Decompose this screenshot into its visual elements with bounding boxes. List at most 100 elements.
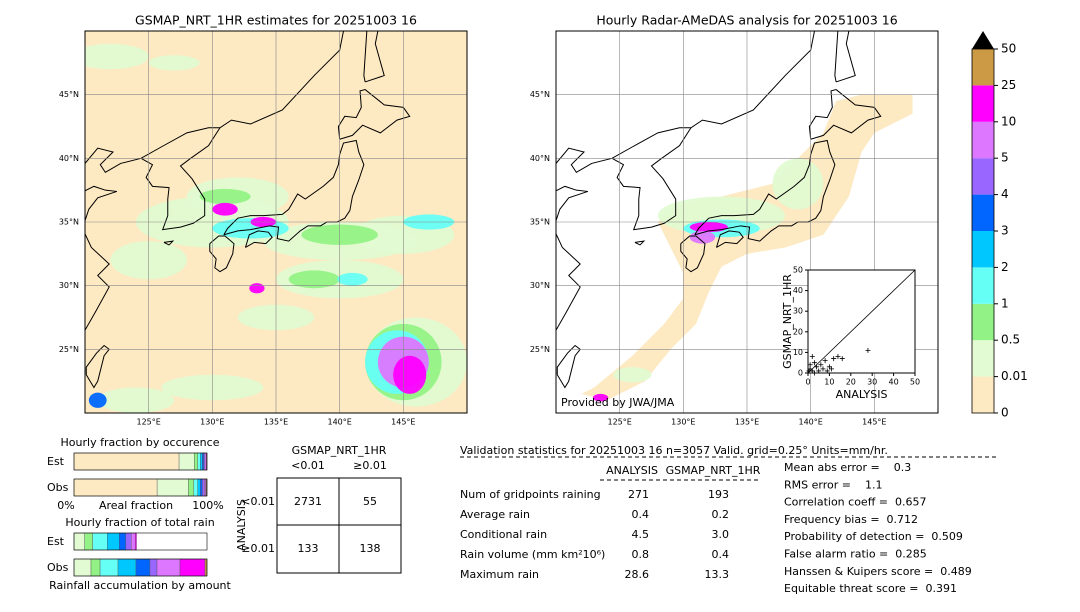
axis-label: 0% [57,499,74,512]
table-cell: 55 [363,495,377,508]
fraction-segment [73,532,85,551]
lon-tick-label: 140°E [799,418,823,427]
axis-label: Rainfall accumulation by amount [49,579,231,592]
score: Frequency bias = 0.712 [784,513,918,526]
score: Hanssen & Kuipers score = 0.489 [784,565,972,578]
rain-area [97,387,175,413]
colorbar-segment [972,231,994,268]
column-header: GSMAP_NRT_1HR [666,464,761,477]
coastline [834,31,856,83]
colorbar-label: 25 [1001,78,1016,92]
coastline [140,127,221,231]
fraction-segment [130,532,136,551]
bar-frame [73,558,208,577]
scatter-point [814,364,820,370]
lat-tick-label: 30°N [59,281,79,290]
coastline [209,235,235,273]
x-tick-label: 50 [910,378,920,387]
row-label: ≥0.01 [241,542,275,555]
lon-tick-label: 125°E [137,418,161,427]
stat-value: 28.6 [625,568,650,581]
row-label: Est [47,455,65,468]
stat-value: 0.4 [632,508,650,521]
colorbar-label: 5 [1001,151,1009,165]
colorbar-label: 50 [1001,42,1016,56]
axis-label: 100% [192,499,223,512]
rain-area [249,283,265,294]
y-tick-label: 0 [798,369,803,378]
coastline [715,230,744,248]
rain-area [592,393,609,402]
x-tick-label: 30 [867,378,877,387]
score: RMS error = 1.1 [784,478,882,491]
coastline [634,240,646,246]
score: Probability of detection = 0.509 [784,530,963,543]
scatter-point [816,368,822,374]
row-label: Obs [47,561,69,574]
stat-label: Maximum rain [460,568,539,581]
chart-title: Hourly fraction of total rain [65,516,214,529]
chart-title: Hourly fraction by occurence [61,436,220,449]
fraction-segment [202,478,205,497]
diagonal [807,269,916,374]
lon-tick-label: 140°E [328,418,352,427]
score: Correlation coeff = 0.657 [784,496,926,509]
y-tick-label: 30 [793,307,803,316]
map-title: Hourly Radar-AMeDAS analysis for 2025100… [596,13,897,28]
colorbar-label: 0.01 [1001,369,1028,383]
fraction-segment [73,478,158,497]
scatter-point [807,362,813,368]
coastline [244,230,273,248]
credit: Provided by JWA/JMA [561,396,675,409]
map-title: GSMAP_NRT_1HR estimates for 20251003 16 [135,13,417,28]
x-tick-label: 40 [889,378,899,387]
fraction-segment [197,478,201,497]
coastline [694,139,836,242]
score: Mean abs error = 0.3 [784,461,911,474]
coastline [337,89,411,140]
lon-tick-label: 145°E [391,418,415,427]
map-frame [555,30,939,414]
fraction-segment [149,558,158,577]
fraction-segment [193,478,198,497]
stat-label: Average rain [460,508,530,521]
lon-tick-label: 130°E [671,418,695,427]
colorbar-label: 2 [1001,260,1009,274]
col-label: <0.01 [291,459,325,472]
fraction-segment [179,558,206,577]
colorbar-label: 1 [1001,296,1009,310]
validation-header: Validation statistics for 20251003 16 n=… [460,444,888,457]
colorbar-segment [972,85,994,122]
fraction-segment [99,558,119,577]
fraction-segment [178,452,195,471]
bar-frame [73,532,208,551]
score: False alarm ratio = 0.285 [784,548,927,561]
lat-tick-label: 35°N [59,218,79,227]
colorbar-segment [972,376,994,413]
fraction-segment [134,532,137,551]
x-tick-label: 10 [824,378,834,387]
rain-area [212,202,238,216]
rain-area [613,367,652,383]
lon-tick-label: 135°E [735,418,759,427]
x-tick-label: 20 [846,378,856,387]
coastline [556,31,815,331]
scatter-point [822,358,828,364]
rain-area [199,188,251,205]
lat-tick-label: 30°N [530,281,550,290]
colorbar-segment [972,121,994,159]
colorbar-label: 4 [1001,187,1009,201]
fraction-segment [73,558,92,577]
lon-tick-label: 130°E [200,418,224,427]
colorbar-segment [972,158,994,195]
scatter-point [811,370,817,376]
table-cell: 133 [298,542,319,555]
colorbar-extend [972,31,994,49]
stat-label: Rain volume (mm km²10⁶) [460,548,605,561]
x-axis-label: ANALYSIS [836,388,888,401]
row-label: Obs [47,481,69,494]
stat-value: 0.2 [712,508,730,521]
fraction-segment [117,558,137,577]
fraction-segment [156,558,181,577]
